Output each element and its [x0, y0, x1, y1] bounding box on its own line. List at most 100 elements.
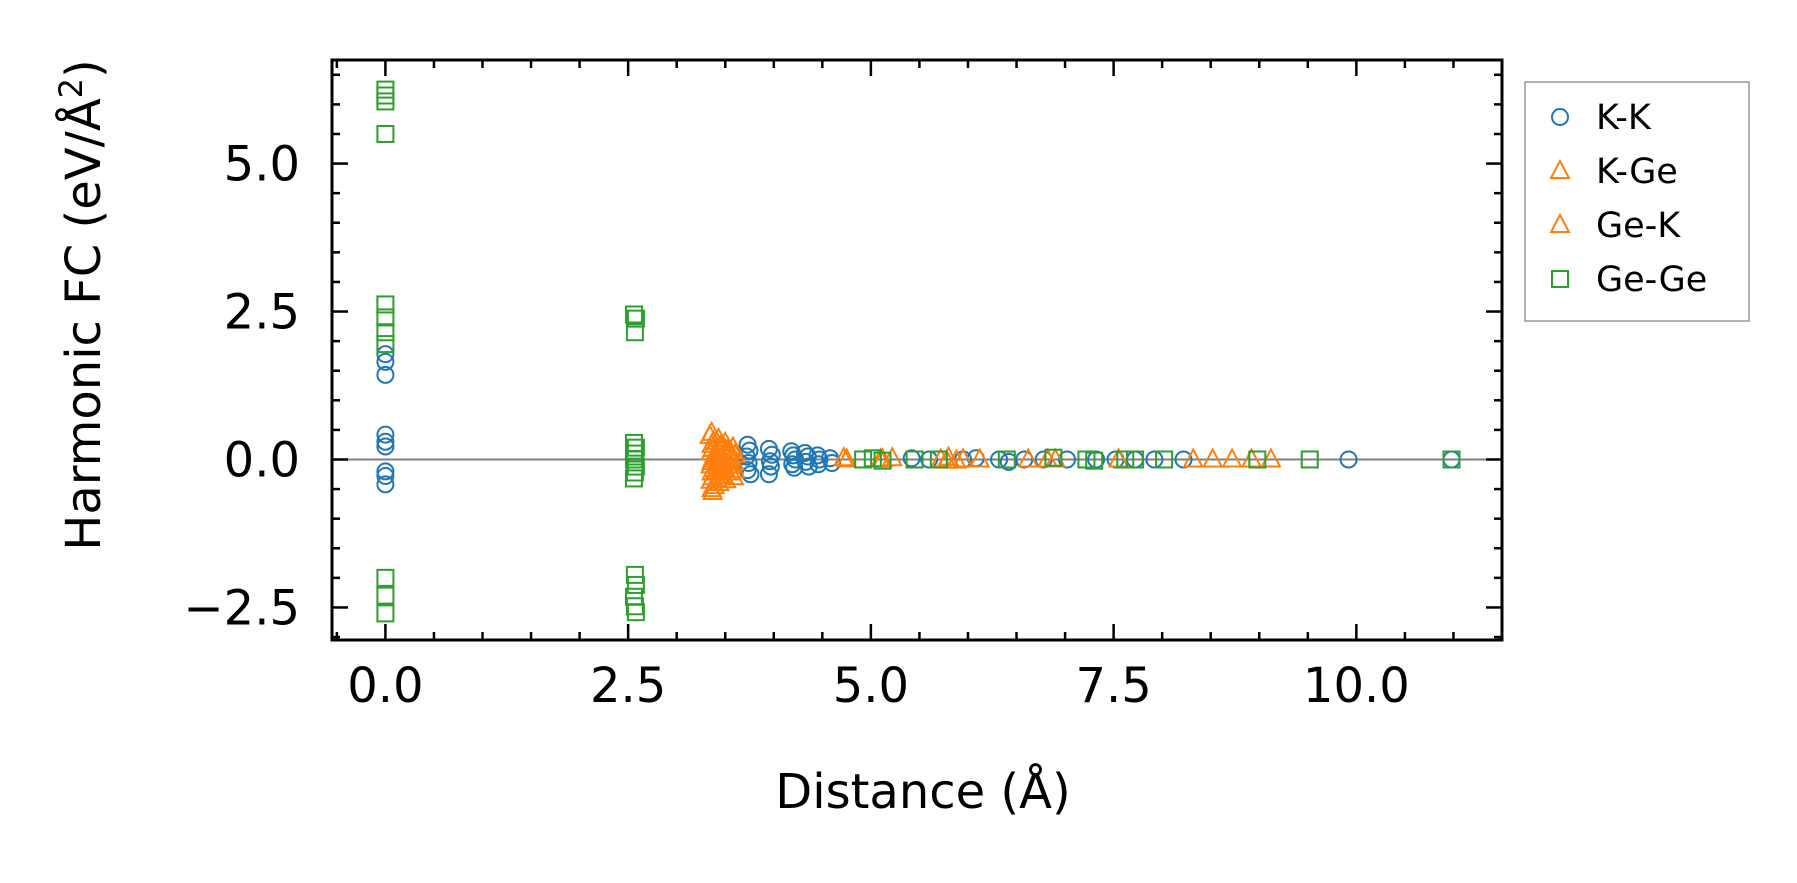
data-point-gege [873, 451, 892, 470]
x-tick-label: 2.5 [590, 658, 666, 714]
data-point-kk [376, 352, 395, 371]
data-point-gek [706, 466, 729, 488]
data-point-gek [700, 476, 723, 498]
x-tick-label: 7.5 [1075, 658, 1151, 714]
legend-item-kge: K-Ge [1549, 152, 1678, 192]
legend-marker-kge [1549, 158, 1571, 179]
data-point-gege [1044, 448, 1063, 467]
data-point-gege [376, 568, 395, 587]
data-point-gege [929, 450, 948, 469]
data-point-gege [854, 450, 873, 469]
data-point-gege [1248, 450, 1267, 469]
data-point-gege [1155, 450, 1174, 469]
data-point-gege [376, 295, 395, 314]
data-point-gege [626, 603, 645, 622]
data-point-gek [833, 446, 855, 467]
data-point-gek [720, 446, 742, 467]
data-point-kk [786, 450, 805, 469]
legend: K-K K-Ge Ge-K Ge-Ge [1524, 81, 1750, 322]
data-point-gek [719, 453, 741, 474]
legend-frame [1524, 81, 1750, 322]
data-point-gege [376, 124, 395, 143]
data-points [376, 80, 1461, 623]
legend-label-kk: K-K [1596, 98, 1652, 138]
data-point-kk [902, 449, 921, 468]
series-gek [699, 423, 1282, 498]
data-point-gege [1085, 451, 1104, 470]
data-point-gege [1442, 450, 1461, 469]
data-point-kk [1339, 450, 1358, 469]
data-point-gege [997, 450, 1016, 469]
y-tick-label: −2.5 [183, 580, 300, 636]
data-point-gege [626, 575, 645, 594]
data-point-gege [1125, 450, 1144, 469]
legend-marker-kk [1551, 108, 1569, 126]
y-axis-label-superscript: 2 [52, 78, 90, 98]
data-point-kk [376, 475, 395, 494]
data-point-gek [720, 460, 742, 481]
data-point-kk [761, 457, 780, 476]
plot-frame [330, 58, 1504, 642]
data-point-gek [952, 447, 974, 468]
data-point-kge [968, 447, 991, 468]
x-tick-label: 10.0 [1303, 658, 1410, 714]
data-point-kk [376, 462, 395, 481]
data-point-kk [376, 432, 395, 451]
data-point-kk [1058, 450, 1077, 469]
y-tick-label: 2.5 [224, 285, 300, 341]
data-point-gege [376, 308, 395, 327]
data-point-gek [1201, 447, 1224, 468]
data-point-gege [625, 323, 644, 342]
x-tick-label: 5.0 [833, 658, 909, 714]
data-point-gege [624, 469, 643, 488]
x-axis-label: Distance (Å) [775, 763, 1070, 820]
series-gege [376, 80, 1461, 623]
y-tick-label: 0.0 [224, 432, 300, 488]
x-tick-label: 0.0 [347, 658, 423, 714]
data-point-kk [759, 465, 778, 484]
legend-items: K-K K-Ge Ge-K Ge-Ge [1549, 98, 1707, 300]
data-point-gek [719, 439, 741, 460]
data-point-kk [785, 458, 804, 477]
data-point-kk [920, 450, 939, 469]
data-point-kk [376, 365, 395, 384]
data-point-gege [625, 565, 644, 584]
data-point-kk [1087, 450, 1106, 469]
data-point-gege [905, 450, 924, 469]
data-point-kge [881, 446, 903, 467]
legend-label-gege: Ge-Ge [1596, 260, 1707, 300]
y-axis-label-close: ) [56, 59, 112, 78]
legend-label-gek: Ge-K [1596, 206, 1681, 246]
legend-marker-gek [1549, 212, 1571, 233]
data-point-kge [835, 447, 858, 468]
legend-label-kge: K-Ge [1596, 152, 1678, 192]
data-point-kk [809, 455, 828, 474]
data-point-gege [624, 305, 643, 324]
legend-item-gege: Ge-Ge [1551, 260, 1707, 300]
data-point-gek [712, 463, 734, 485]
data-point-gek [1182, 447, 1204, 468]
data-point-gege [376, 604, 395, 623]
data-point-gege [626, 309, 645, 328]
data-point-kk [376, 467, 395, 486]
legend-marker-gege [1551, 270, 1569, 288]
y-axis-label-main: Harmonic FC (eV/Å [55, 98, 112, 551]
data-point-gege [863, 449, 882, 468]
tick-labels: 0.0 2.5 5.0 7.5 10.0 −2.5 0.0 2.5 5.0 [183, 137, 1409, 714]
data-point-gege [376, 323, 395, 342]
legend-item-gek: Ge-K [1549, 206, 1681, 246]
data-point-gek [1260, 447, 1282, 468]
data-point-gege [1300, 450, 1319, 469]
data-point-kk [376, 437, 395, 456]
data-point-kk [1145, 450, 1164, 469]
data-point-kk [376, 345, 395, 364]
data-point-gege [376, 335, 395, 354]
data-point-kk [376, 425, 395, 444]
data-point-kk [795, 443, 814, 462]
data-point-gege [376, 586, 395, 605]
data-point-gege [1116, 450, 1135, 469]
data-point-gek [1017, 447, 1039, 468]
y-axis-label: Harmonic FC (eV/Å2) [52, 59, 112, 551]
